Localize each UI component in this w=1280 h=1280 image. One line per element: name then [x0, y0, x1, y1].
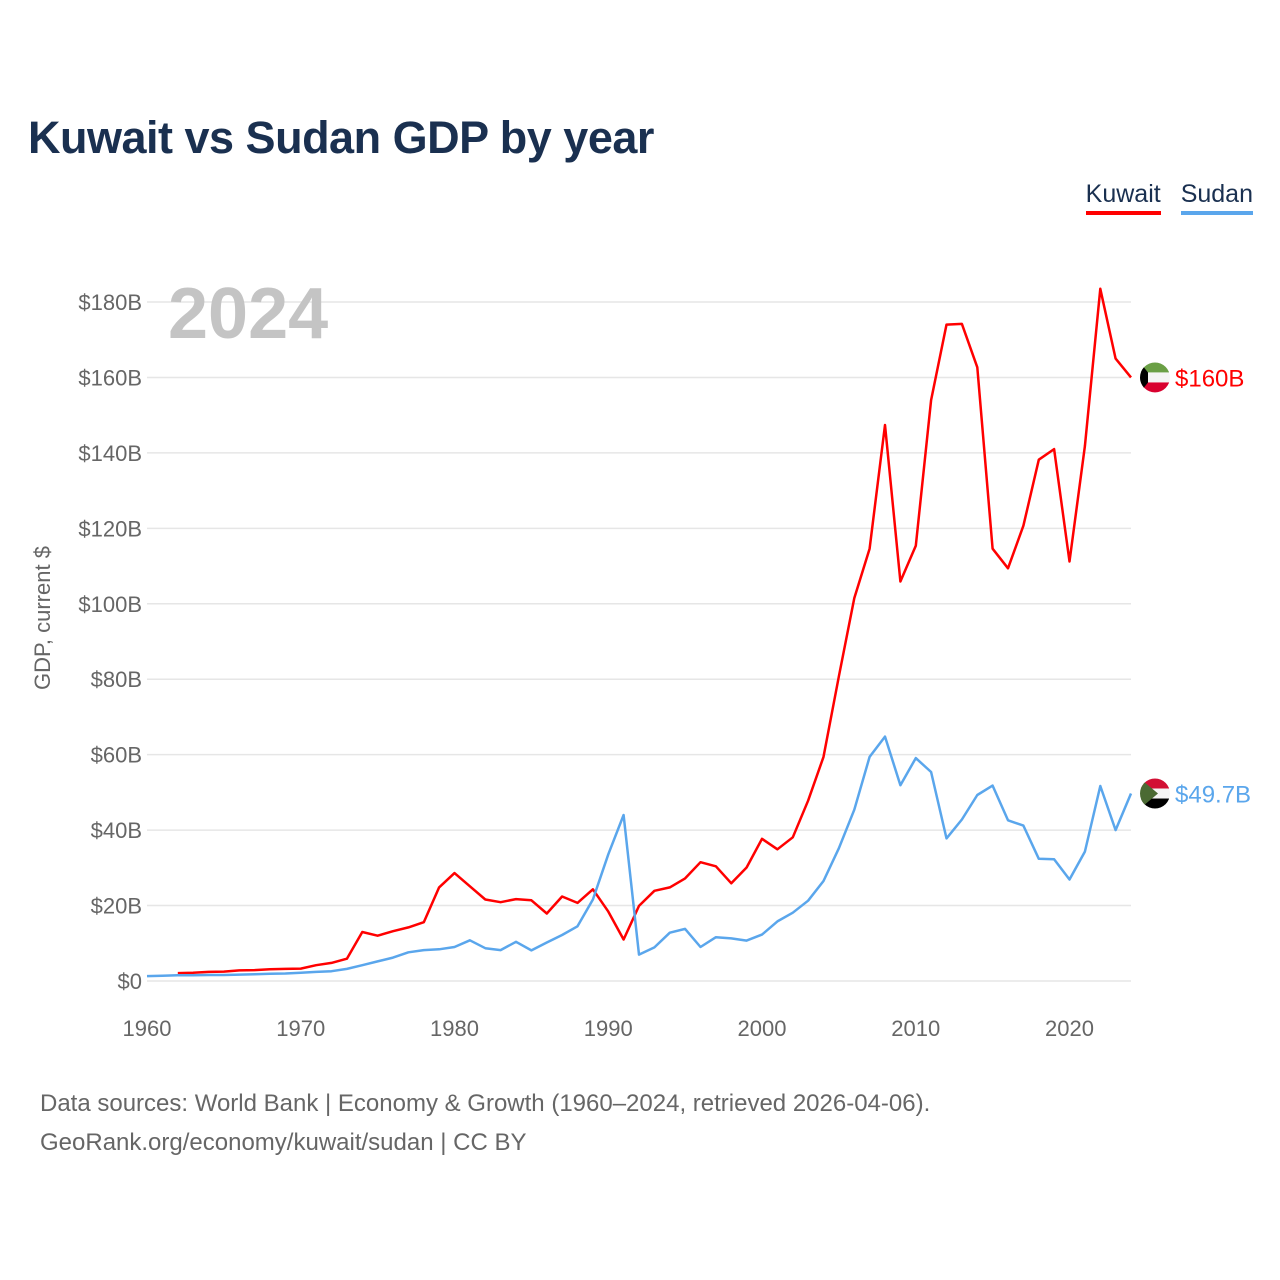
legend-kuwait[interactable]: Kuwait	[1085, 180, 1161, 215]
flag-stripe	[1140, 798, 1170, 809]
flag-stripe	[1140, 362, 1170, 373]
end-value-label-sudan: $49.7B	[1175, 782, 1251, 809]
source-line-1: Data sources: World Bank | Economy & Gro…	[40, 1090, 931, 1117]
y-tick-label: $180B	[78, 290, 142, 315]
x-tick-label: 2020	[1045, 1016, 1094, 1041]
x-tick-label: 1970	[276, 1016, 325, 1041]
series-line-kuwait	[177, 287, 1132, 975]
y-tick-label: $100B	[78, 592, 142, 617]
y-tick-label: $80B	[91, 667, 142, 692]
y-tick-label: $140B	[78, 441, 142, 466]
source-note: Data sources: World Bank | Economy & Gro…	[40, 1084, 930, 1162]
x-tick-label: 1960	[123, 1016, 172, 1041]
flag-stripe	[1140, 382, 1170, 393]
flag-kuwait-icon	[1140, 362, 1170, 393]
source-line-2[interactable]: GeoRank.org/economy/kuwait/sudan | CC BY	[40, 1129, 527, 1156]
year-watermark: 2024	[168, 274, 328, 354]
flag-sudan-icon	[1140, 778, 1170, 809]
flag-stripe	[1140, 778, 1170, 789]
y-tick-label: $160B	[78, 365, 142, 390]
y-tick-label: $60B	[91, 743, 142, 768]
y-axis-label: GDP, current $	[30, 546, 55, 690]
flag-triangle	[1140, 778, 1158, 809]
flag-stripe	[1140, 372, 1170, 383]
y-tick-label: $120B	[78, 516, 142, 541]
y-tick-label: $20B	[91, 894, 142, 919]
series-line-sudan	[146, 735, 1133, 978]
x-tick-label: 2000	[738, 1016, 787, 1041]
chart-title: Kuwait vs Sudan GDP by year	[28, 112, 654, 163]
x-tick-label: 2010	[891, 1016, 940, 1041]
y-tick-label: $40B	[91, 818, 142, 843]
legend-sudan[interactable]: Sudan	[1180, 180, 1253, 215]
legend: Kuwait Sudan	[1085, 180, 1253, 215]
x-tick-label: 1980	[430, 1016, 479, 1041]
end-value-label-kuwait: $160B	[1175, 365, 1244, 392]
y-tick-label: $0	[118, 969, 142, 994]
x-tick-label: 1990	[584, 1016, 633, 1041]
